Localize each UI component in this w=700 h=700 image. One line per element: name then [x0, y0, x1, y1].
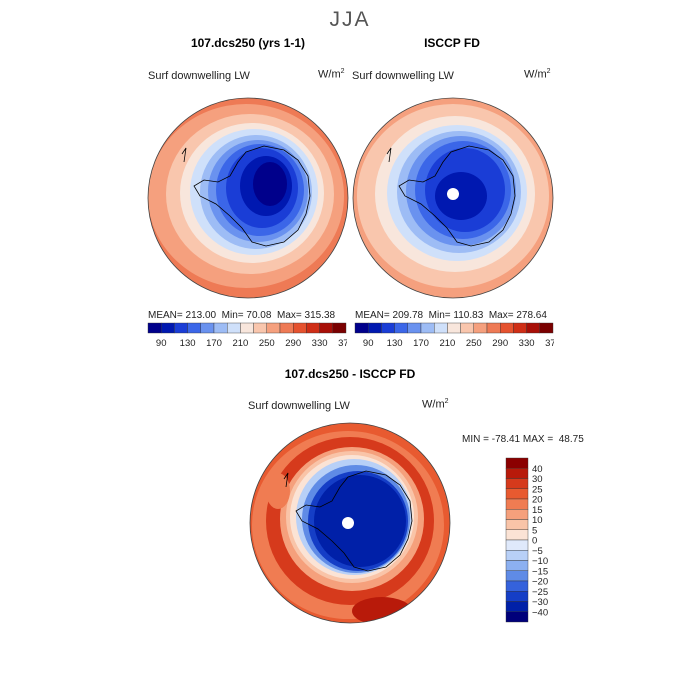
colorbar-tick-label: 30 [532, 474, 543, 485]
colorbar-swatch [160, 322, 175, 334]
colorbar-tick-label: 170 [206, 338, 222, 349]
colorbar-tick-label: −5 [532, 546, 543, 557]
colorbar-tick-label: 290 [285, 338, 301, 349]
colorbar-swatch [505, 498, 529, 510]
colorbar-swatch [513, 322, 527, 334]
colorbar-swatch [279, 322, 294, 334]
colorbar-tick-label: −20 [532, 577, 548, 588]
colorbar-tick-label: −25 [532, 587, 548, 598]
colorbar-swatch [253, 322, 267, 334]
colorbar-tick-label: 370 [338, 338, 347, 349]
stats-obs: MEAN= 209.78 Min= 110.83 Max= 278.64 [355, 310, 547, 321]
polar-map-difference [249, 422, 451, 624]
colorbar-tick-label: 330 [312, 338, 328, 349]
colorbar-tick-label: 130 [180, 338, 196, 349]
colorbar-swatch [319, 322, 334, 334]
colorbar-swatch [266, 322, 281, 334]
colorbar-swatch [407, 322, 422, 334]
colorbar-swatch [306, 322, 320, 334]
colorbar-tick-label: 210 [232, 338, 248, 349]
panel-title-model: 107.dcs250 (yrs 1-1) [190, 36, 306, 50]
colorbar-tick-label: 5 [532, 525, 537, 536]
colorbar-swatch [505, 539, 529, 551]
colorbar-swatch [394, 322, 408, 334]
units-label-obs: W/m2 [524, 68, 551, 81]
colorbar-swatch [240, 322, 254, 334]
variable-label-obs: Surf downwelling LW [352, 70, 454, 82]
variable-label-diff: Surf downwelling LW [248, 400, 350, 412]
colorbar-swatch [505, 468, 529, 479]
colorbar-swatch [505, 519, 529, 530]
colorbar-swatch [505, 509, 529, 520]
colorbar-swatch [226, 322, 241, 334]
colorbar-swatch [499, 322, 514, 334]
colorbar-swatch [447, 322, 461, 334]
colorbar-swatch [486, 322, 501, 334]
stats-difference: MIN = -78.41 MAX = 48.75 [462, 434, 584, 445]
colorbar-swatch [200, 322, 215, 334]
colorbar-tick-label: 90 [156, 338, 167, 349]
colorbar-tick-label: 10 [532, 515, 543, 526]
colorbar-swatch [354, 322, 369, 334]
colorbar-swatch [473, 322, 488, 334]
colorbar-tick-label: 250 [259, 338, 275, 349]
colorbar-swatch [505, 560, 529, 571]
colorbar-tick-label: 15 [532, 505, 543, 516]
colorbar-swatch [147, 322, 162, 334]
stats-model: MEAN= 213.00 Min= 70.08 Max= 315.38 [148, 310, 336, 321]
units-label-model: W/m2 [318, 68, 345, 81]
panel-title-diff: 107.dcs250 - ISCCP FD [284, 367, 416, 381]
panel-title-obs: ISCCP FD [424, 36, 480, 50]
colorbar-tick-label: 40 [532, 464, 543, 475]
colorbar-tick-label: 20 [532, 495, 543, 506]
colorbar-tick-label: 250 [466, 338, 482, 349]
colorbar-swatch [433, 322, 448, 334]
colorbar-swatch [174, 322, 188, 334]
colorbar-tick-label: 330 [519, 338, 535, 349]
colorbar-tick-label: 370 [545, 338, 554, 349]
colorbar-tick-label: −30 [532, 597, 548, 608]
colorbar-obs: 90 130 170 210 250 290 330 370 [354, 322, 554, 349]
colorbar-model: 90 130 170 210 250 290 330 370 [147, 322, 347, 349]
colorbar-swatch [505, 570, 529, 582]
colorbar-swatch [505, 601, 529, 612]
polar-map-obs [352, 97, 554, 299]
colorbar-tick-label: −10 [532, 556, 548, 567]
figure-title: JJA [329, 8, 371, 31]
colorbar-swatch [505, 591, 529, 602]
colorbar-tick-label: −15 [532, 566, 548, 577]
colorbar-swatch [505, 478, 529, 489]
colorbar-swatch [213, 322, 228, 334]
polar-map-model [147, 97, 349, 299]
colorbar-swatch [526, 322, 541, 334]
colorbar-tick-label: 90 [363, 338, 374, 349]
units-label-diff: W/m2 [422, 398, 449, 411]
colorbar-tick-label: 25 [532, 484, 543, 495]
colorbar-tick-label: 290 [492, 338, 508, 349]
colorbar-swatch [505, 580, 529, 592]
colorbar-swatch [505, 611, 529, 623]
colorbar-swatch [292, 322, 307, 334]
colorbar-swatch [505, 457, 529, 469]
colorbar-swatch [381, 322, 395, 334]
colorbar-tick-label: 210 [439, 338, 455, 349]
colorbar-tick-label: 0 [532, 536, 537, 547]
colorbar-tick-label: 130 [387, 338, 403, 349]
colorbar-swatch [332, 322, 347, 334]
colorbar-tick-label: −40 [532, 607, 548, 618]
variable-label-model: Surf downwelling LW [148, 70, 250, 82]
colorbar-swatch [539, 322, 554, 334]
colorbar-swatch [505, 488, 529, 500]
colorbar-tick-label: 170 [413, 338, 429, 349]
colorbar-swatch [187, 322, 201, 334]
colorbar-swatch [420, 322, 435, 334]
colorbar-swatch [460, 322, 474, 334]
colorbar-swatch [505, 550, 529, 561]
colorbar-swatch [505, 529, 529, 541]
colorbar-swatch [367, 322, 382, 334]
